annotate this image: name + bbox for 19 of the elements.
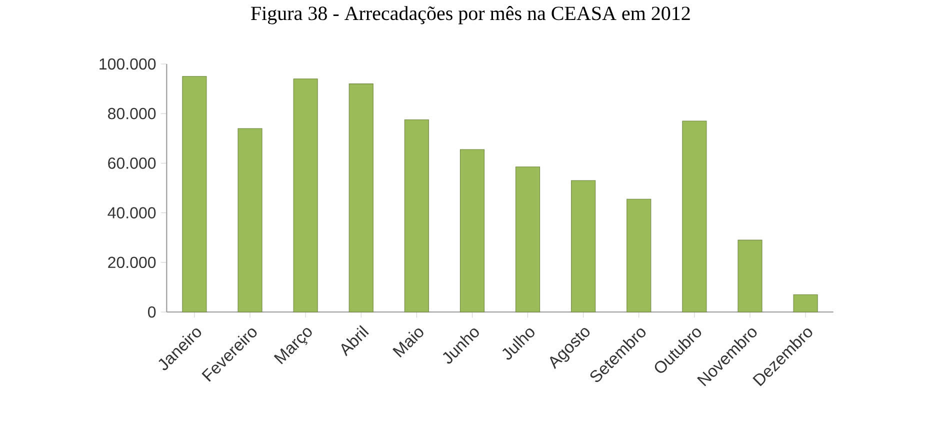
y-tick-label: 60.000 xyxy=(108,158,156,169)
bar xyxy=(238,128,262,312)
bar xyxy=(404,120,429,312)
bar xyxy=(626,198,652,312)
bar xyxy=(293,78,318,312)
chart-title: Figura 38 - Arrecadações por mês na CEASA em 2012 xyxy=(251,6,690,24)
bar xyxy=(738,240,762,312)
y-tick-label: 0 xyxy=(148,306,156,318)
bar xyxy=(571,180,596,312)
bar xyxy=(348,84,374,312)
bar xyxy=(516,166,540,312)
bar xyxy=(460,149,484,312)
bar xyxy=(793,294,818,312)
y-tick-label: 80.000 xyxy=(108,108,156,120)
y-tick-label: 20.000 xyxy=(108,256,156,268)
y-tick-label: 40.000 xyxy=(108,207,156,218)
bar xyxy=(682,120,707,312)
y-tick-label: 100.000 xyxy=(100,58,156,70)
bar xyxy=(182,76,207,312)
